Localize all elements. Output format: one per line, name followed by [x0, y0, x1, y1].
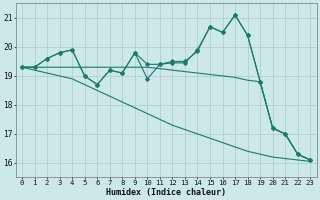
X-axis label: Humidex (Indice chaleur): Humidex (Indice chaleur): [106, 188, 226, 197]
